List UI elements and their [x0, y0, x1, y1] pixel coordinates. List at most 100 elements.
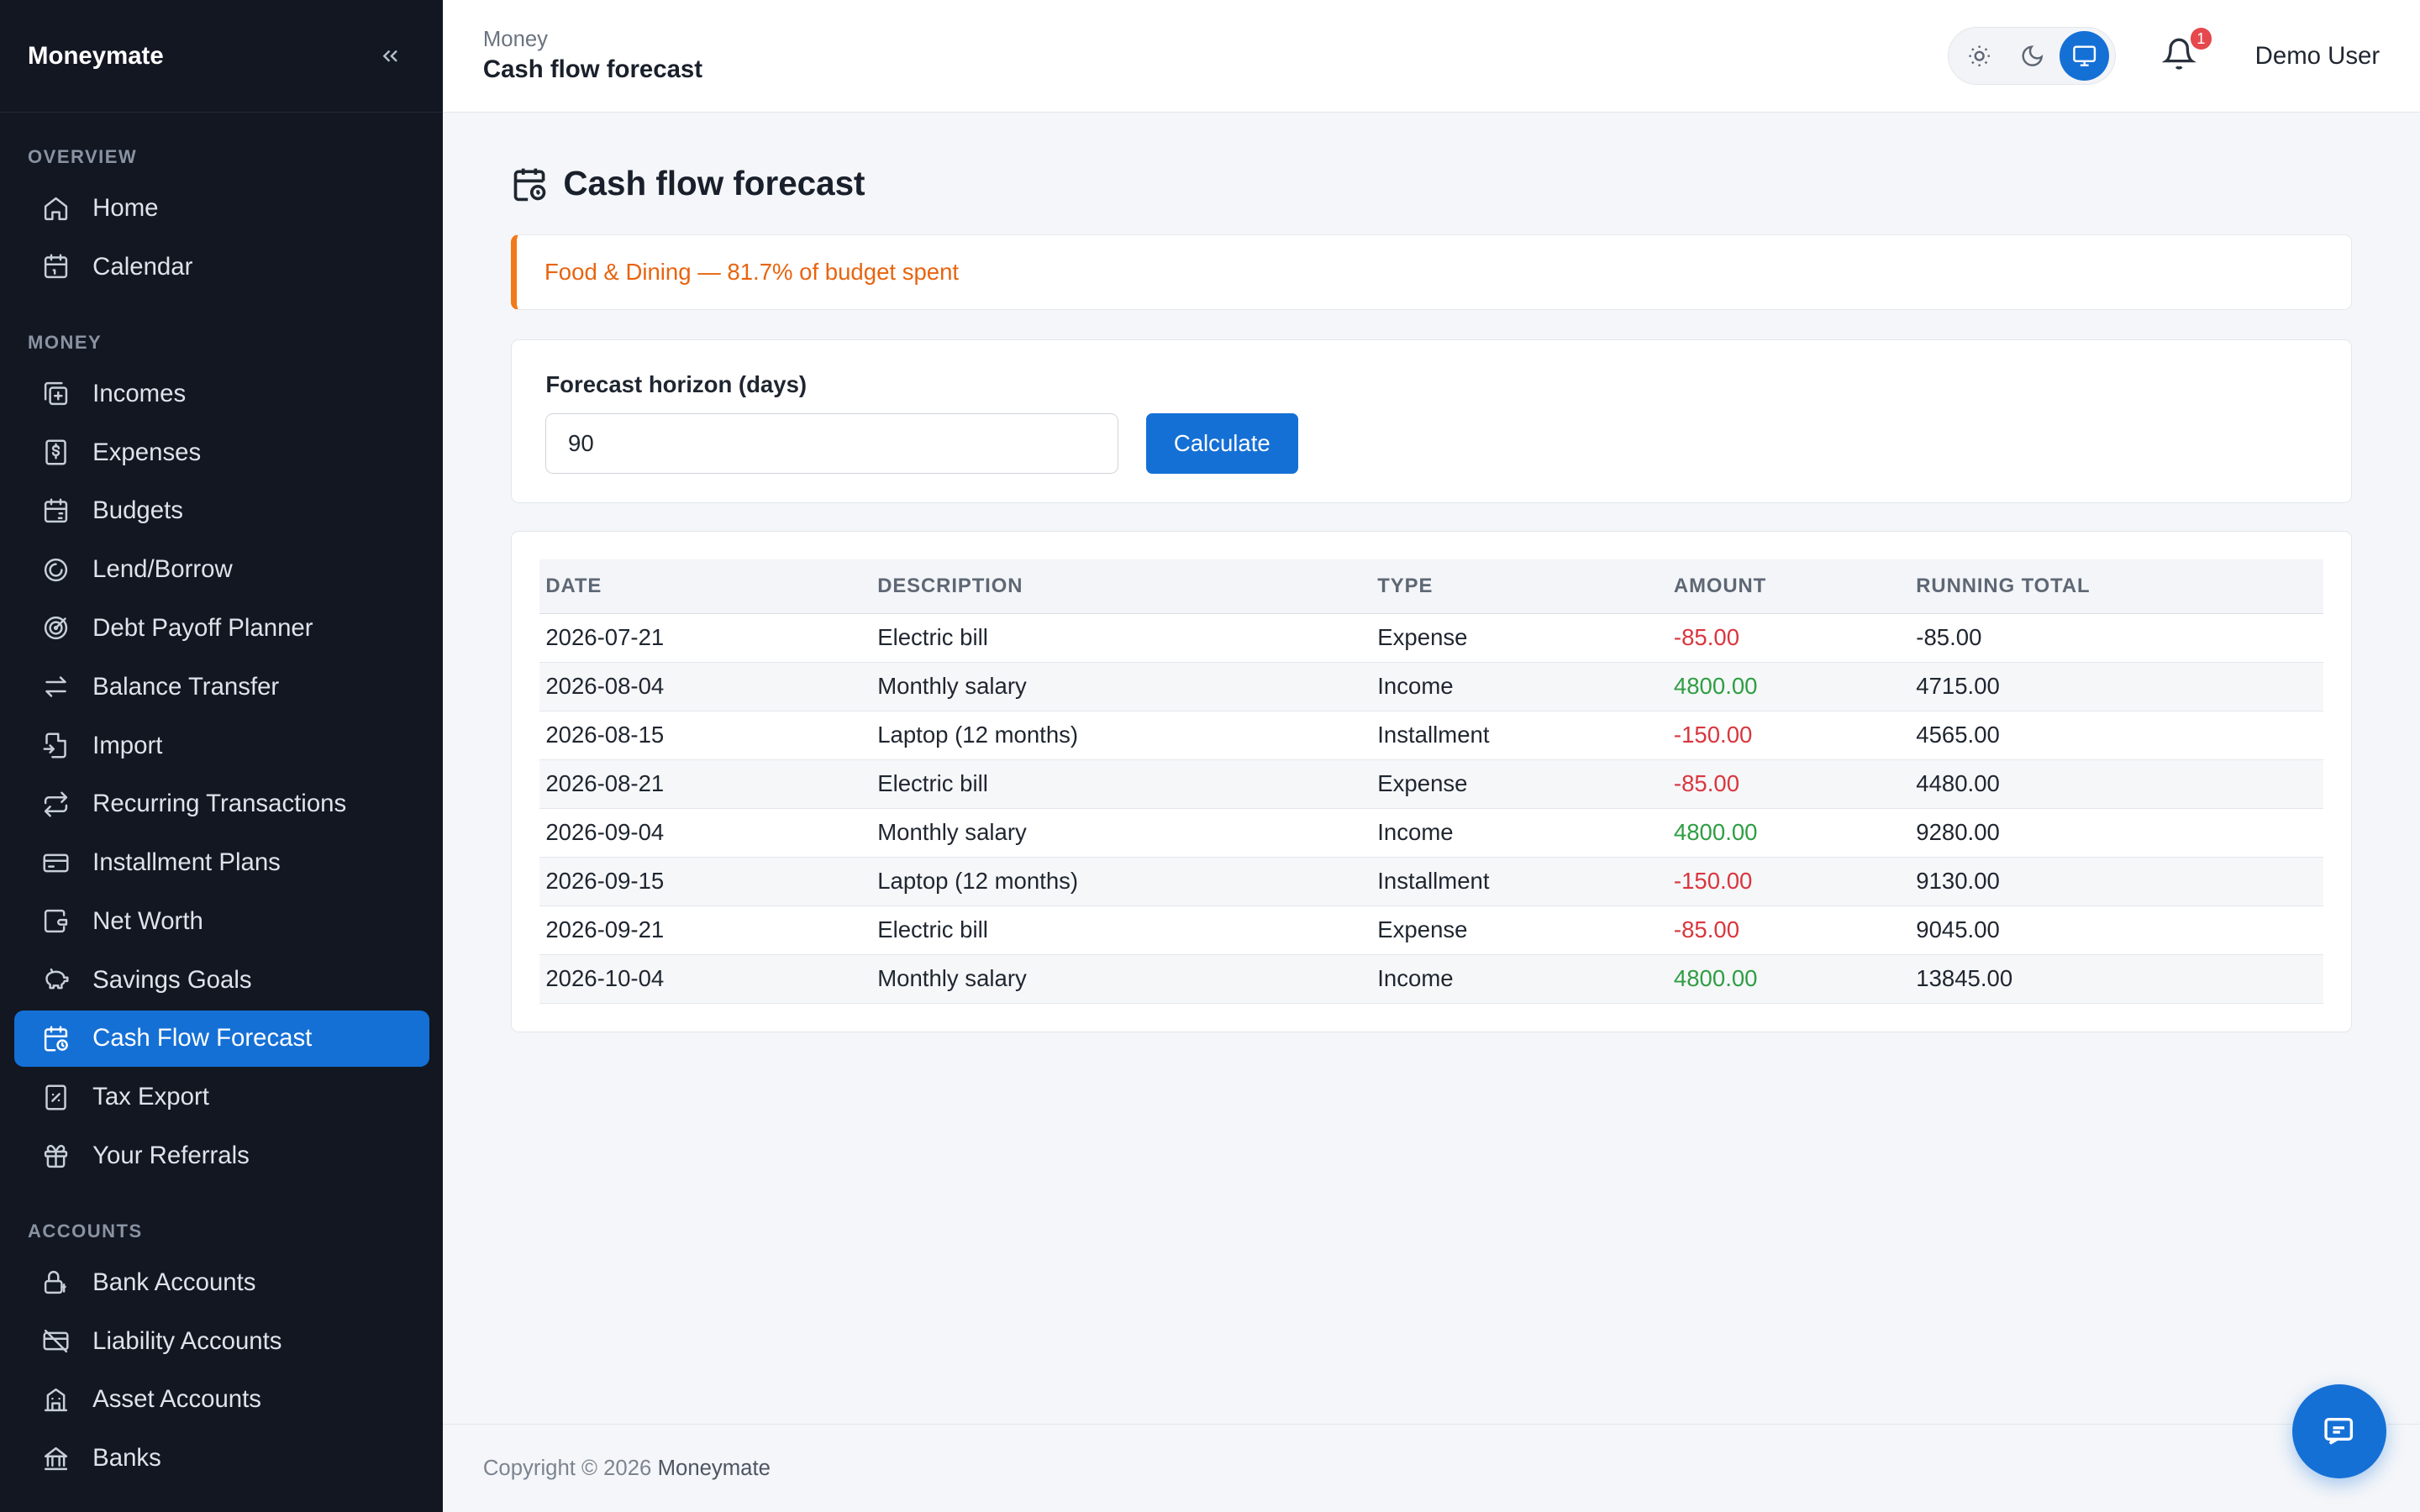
theme-switcher: [1948, 26, 2117, 86]
col-date: DATE: [539, 559, 871, 614]
sidebar-item-incomes[interactable]: Incomes: [14, 366, 429, 422]
cell-description: Laptop (12 months): [871, 857, 1371, 906]
topbar: Money Cash flow forecast: [443, 0, 2420, 113]
sidebar-item-label: Banks: [92, 1444, 161, 1473]
bank-icon: [42, 1445, 70, 1473]
cell-type: Expense: [1370, 906, 1668, 955]
sidebar-item-asset-accounts[interactable]: Asset Accounts: [14, 1372, 429, 1427]
cell-type: Income: [1370, 662, 1668, 711]
user-menu[interactable]: Demo User: [2254, 41, 2381, 70]
budget-alert-text: Food & Dining — 81.7% of budget spent: [544, 259, 960, 286]
wallet-icon: [42, 907, 70, 935]
cell-running-total: 4565.00: [1909, 711, 2324, 760]
cell-description: Electric bill: [871, 613, 1371, 663]
cell-date: 2026-09-21: [539, 906, 871, 955]
col-type: TYPE: [1370, 559, 1668, 614]
sidebar-item-label: Asset Accounts: [92, 1385, 261, 1414]
cell-date: 2026-07-21: [539, 613, 871, 663]
cell-description: Laptop (12 months): [871, 711, 1371, 760]
footer-brand-link[interactable]: Moneymate: [657, 1456, 771, 1480]
sidebar-item-cash-flow-forecast[interactable]: Cash Flow Forecast: [13, 1011, 429, 1067]
target-icon: [42, 614, 70, 642]
sidebar-item-expenses[interactable]: Expenses: [14, 425, 429, 480]
cell-type: Installment: [1370, 857, 1668, 906]
sidebar-header: Moneymate: [0, 0, 444, 113]
cell-description: Monthly salary: [871, 954, 1371, 1004]
notification-badge: 1: [2190, 28, 2212, 50]
forecast-form: Forecast horizon (days) Calculate: [510, 339, 2353, 503]
cell-date: 2026-08-21: [539, 759, 871, 809]
sidebar-item-label: Liability Accounts: [92, 1326, 282, 1355]
cell-date: 2026-10-04: [539, 954, 871, 1004]
chat-icon[interactable]: [2291, 1383, 2386, 1478]
horizon-input[interactable]: [545, 413, 1118, 474]
import-icon: [42, 732, 70, 759]
receipt-icon: [42, 1084, 70, 1111]
col-running-total: RUNNING TOTAL: [1909, 559, 2324, 614]
col-description: DESCRIPTION: [871, 559, 1371, 614]
notification-bell-icon[interactable]: 1: [2162, 28, 2212, 74]
sidebar-item-installment-plans[interactable]: Installment Plans: [14, 835, 429, 890]
card-off-icon: [42, 1327, 70, 1355]
cell-date: 2026-08-04: [539, 662, 871, 711]
breadcrumb: Money Cash flow forecast: [483, 28, 702, 84]
cell-running-total: 9280.00: [1909, 808, 2324, 858]
transfer-icon: [42, 673, 70, 701]
monitor-icon[interactable]: [2060, 31, 2110, 81]
sun-icon[interactable]: [1954, 31, 2004, 81]
sidebar-item-label: Home: [92, 194, 159, 223]
footer: Copyright © 2026 Moneymate: [443, 1424, 2420, 1512]
budget-icon: [42, 497, 70, 525]
cell-amount: 4800.00: [1667, 662, 1910, 711]
calendar-clock-icon: [511, 165, 548, 202]
sidebar-item-label: Cash Flow Forecast: [92, 1024, 313, 1053]
sidebar-item-balance-transfer[interactable]: Balance Transfer: [14, 659, 429, 715]
home-icon: [42, 195, 70, 223]
sidebar-nav: OVERVIEW Home Calendar MONEY Incomes Expenses…: [0, 146, 443, 1486]
sidebar-item-liability-accounts[interactable]: Liability Accounts: [14, 1314, 429, 1369]
cell-running-total: 9045.00: [1909, 906, 2324, 955]
breadcrumb-parent[interactable]: Money: [482, 28, 549, 52]
sidebar-item-label: Incomes: [92, 379, 187, 407]
table-header-row: DATE DESCRIPTION TYPE AMOUNT RUNNING TOT…: [539, 559, 2324, 614]
sidebar-item-lend-borrow[interactable]: Lend/Borrow: [14, 542, 429, 597]
sidebar-item-label: Calendar: [92, 253, 193, 281]
sidebar-item-home[interactable]: Home: [14, 181, 429, 236]
moon-icon[interactable]: [2007, 31, 2057, 81]
budget-alert: Food & Dining — 81.7% of budget spent: [510, 234, 2353, 311]
table-row: 2026-09-04 Monthly salary Income 4800.00 928…: [539, 808, 2324, 858]
forecast-table: DATE DESCRIPTION TYPE AMOUNT RUNNING TOT…: [539, 559, 2324, 1004]
sidebar-item-tax-export[interactable]: Tax Export: [14, 1069, 429, 1125]
sidebar-item-debt-payoff-planner[interactable]: Debt Payoff Planner: [14, 601, 429, 656]
lend-borrow-icon: [42, 556, 70, 584]
sidebar-item-your-referrals[interactable]: Your Referrals: [14, 1128, 429, 1184]
cell-type: Income: [1370, 808, 1668, 858]
sidebar-item-calendar[interactable]: Calendar: [14, 239, 429, 295]
page-title: Cash flow forecast: [563, 164, 865, 203]
cell-amount: 4800.00: [1667, 808, 1910, 858]
gift-icon: [42, 1142, 70, 1170]
col-amount: AMOUNT: [1667, 559, 1910, 614]
sidebar-item-label: Installment Plans: [92, 848, 281, 877]
sidebar-item-budgets[interactable]: Budgets: [14, 483, 429, 538]
sidebar-item-label: Recurring Transactions: [92, 790, 347, 818]
sidebar-item-net-worth[interactable]: Net Worth: [14, 894, 429, 949]
table-row: 2026-08-04 Monthly salary Income 4800.00 471…: [539, 662, 2324, 711]
sidebar-item-savings-goals[interactable]: Savings Goals: [14, 953, 429, 1008]
sidebar-item-label: Expenses: [92, 438, 202, 466]
brand-name: Moneymate: [28, 41, 164, 70]
sidebar-item-label: Lend/Borrow: [92, 555, 233, 584]
main-area: Money Cash flow forecast: [443, 0, 2420, 1512]
table-row: 2026-08-15 Laptop (12 months) Installment -…: [539, 711, 2324, 760]
cell-amount: -85.00: [1667, 906, 1910, 955]
sidebar-item-bank-accounts[interactable]: Bank Accounts: [14, 1255, 429, 1310]
sidebar-item-import[interactable]: Import: [14, 718, 429, 774]
table-row: 2026-09-21 Electric bill Expense -85.00 9045…: [539, 906, 2324, 955]
calculate-button[interactable]: Calculate: [1145, 413, 1298, 474]
sidebar-item-banks[interactable]: Banks: [14, 1431, 429, 1486]
forecast-table-card: DATE DESCRIPTION TYPE AMOUNT RUNNING TOT…: [510, 530, 2353, 1032]
bank-lock-icon: [42, 1268, 70, 1296]
income-icon: [42, 380, 70, 407]
chevrons-left-icon[interactable]: [378, 44, 402, 68]
sidebar-item-recurring-transactions[interactable]: Recurring Transactions: [14, 776, 429, 832]
